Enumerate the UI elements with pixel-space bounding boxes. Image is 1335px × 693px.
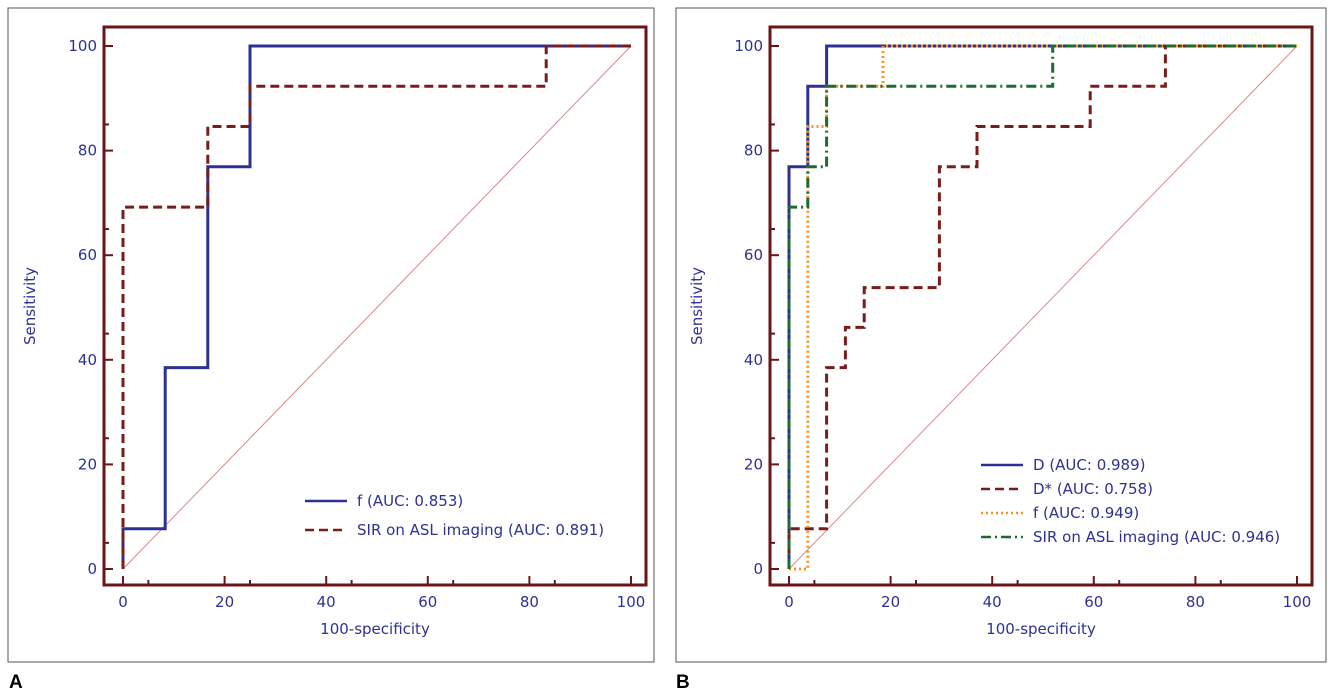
x-tick-label: 60 (1084, 593, 1103, 611)
legend-label: SIR on ASL imaging (AUC: 0.891) (357, 521, 604, 539)
y-tick-label: 60 (744, 246, 763, 264)
legend-label: f (AUC: 0.949) (1033, 504, 1139, 522)
reference-diagonal (122, 45, 632, 570)
x-axis-title: 100-specificity (986, 620, 1096, 638)
x-tick-label: 100 (1283, 593, 1312, 611)
panel-a: 0 20 40 60 80 100 0 20 40 60 80 100 100-specificity S… (7, 7, 655, 693)
y-tick-label: 80 (744, 142, 763, 160)
y-tick-label: 60 (78, 246, 97, 264)
panel-letter: A (9, 672, 23, 693)
axis-box (768, 25, 1314, 587)
x-tick-label: 0 (784, 593, 794, 611)
panel-b: 0 20 40 60 80 100 0 20 40 60 80 100 100-specificity S… (675, 7, 1327, 693)
series-line-4 (787, 44, 1297, 569)
x-tick-label: 40 (983, 593, 1002, 611)
y-tick-label: 20 (78, 455, 97, 473)
y-tick-label: 20 (744, 455, 763, 473)
x-tick-label: 100 (617, 593, 646, 611)
series-line-2 (121, 44, 631, 569)
y-tick-label: 100 (734, 37, 763, 55)
y-axis-title: Sensitivity (21, 267, 39, 345)
panel-frame (7, 7, 655, 663)
x-tick-label: 60 (418, 593, 437, 611)
y-tick-label: 0 (753, 560, 763, 578)
x-tick-label: 20 (215, 593, 234, 611)
panel-letter: B (676, 672, 690, 693)
legend-label: f (AUC: 0.853) (357, 492, 463, 510)
y-tick-label: 40 (78, 351, 97, 369)
y-axis-title: Sensitivity (688, 267, 706, 345)
x-tick-label: 0 (118, 593, 128, 611)
reference-diagonal (788, 45, 1298, 570)
legend-label: D (AUC: 0.989) (1033, 456, 1146, 474)
y-tick-label: 80 (78, 142, 97, 160)
axis-box (102, 25, 648, 587)
y-tick-label: 40 (744, 351, 763, 369)
series-line-1 (787, 44, 1297, 569)
panel-frame (675, 7, 1327, 663)
x-tick-label: 20 (881, 593, 900, 611)
y-tick-label: 0 (87, 560, 97, 578)
legend-label: SIR on ASL imaging (AUC: 0.946) (1033, 528, 1280, 546)
x-tick-label: 80 (520, 593, 539, 611)
x-tick-label: 80 (1186, 593, 1205, 611)
legend-label: D* (AUC: 0.758) (1033, 480, 1153, 498)
y-tick-label: 100 (68, 37, 97, 55)
x-tick-label: 40 (317, 593, 336, 611)
series-line-2 (787, 44, 1297, 569)
x-axis-title: 100-specificity (320, 620, 430, 638)
